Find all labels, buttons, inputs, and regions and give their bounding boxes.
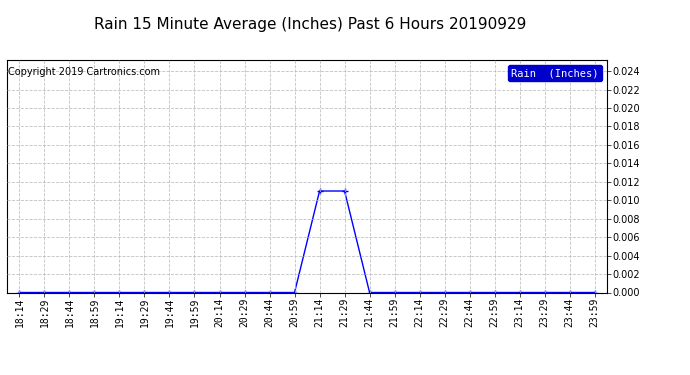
Rain  (Inches)	[391, 290, 399, 295]
Rain  (Inches)	[90, 290, 99, 295]
Rain  (Inches)	[566, 290, 574, 295]
Rain  (Inches)	[115, 290, 124, 295]
Rain  (Inches)	[515, 290, 524, 295]
Rain  (Inches)	[15, 290, 23, 295]
Rain  (Inches)	[190, 290, 199, 295]
Rain  (Inches)	[166, 290, 174, 295]
Rain  (Inches)	[315, 189, 324, 193]
Rain  (Inches)	[366, 290, 374, 295]
Line: Rain  (Inches): Rain (Inches)	[17, 188, 598, 295]
Rain  (Inches)	[491, 290, 499, 295]
Rain  (Inches)	[340, 189, 348, 193]
Rain  (Inches)	[415, 290, 424, 295]
Rain  (Inches)	[240, 290, 248, 295]
Rain  (Inches)	[40, 290, 48, 295]
Text: Rain 15 Minute Average (Inches) Past 6 Hours 20190929: Rain 15 Minute Average (Inches) Past 6 H…	[95, 17, 526, 32]
Rain  (Inches)	[215, 290, 224, 295]
Rain  (Inches)	[140, 290, 148, 295]
Rain  (Inches)	[540, 290, 549, 295]
Rain  (Inches)	[466, 290, 474, 295]
Rain  (Inches)	[591, 290, 599, 295]
Rain  (Inches)	[266, 290, 274, 295]
Rain  (Inches)	[66, 290, 74, 295]
Legend: Rain  (Inches): Rain (Inches)	[509, 65, 602, 81]
Rain  (Inches)	[290, 290, 299, 295]
Text: Copyright 2019 Cartronics.com: Copyright 2019 Cartronics.com	[8, 67, 160, 77]
Rain  (Inches)	[440, 290, 449, 295]
